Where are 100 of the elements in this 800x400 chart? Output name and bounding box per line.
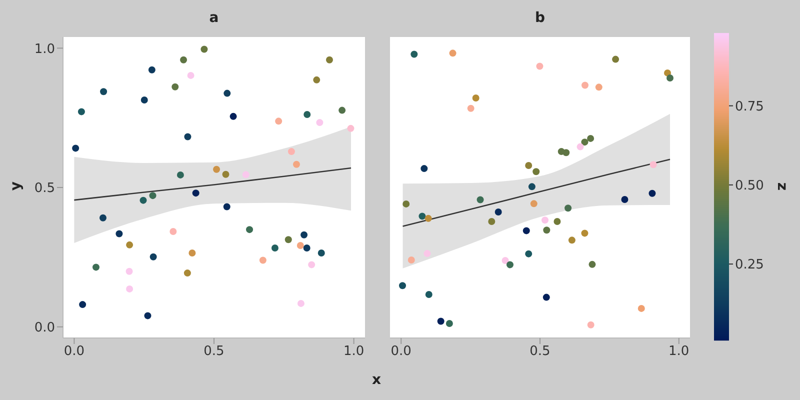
point — [588, 260, 596, 268]
point — [100, 88, 108, 96]
color-bar-label: 0.50 — [735, 178, 764, 194]
point — [424, 250, 431, 258]
point — [187, 72, 194, 79]
x-tick-label: 0.5 — [530, 344, 550, 360]
point — [502, 257, 509, 264]
point — [425, 291, 432, 298]
point — [303, 244, 310, 252]
point — [297, 300, 304, 307]
point — [650, 161, 657, 168]
point — [494, 208, 502, 216]
point — [522, 227, 530, 234]
point — [230, 112, 237, 120]
point — [449, 50, 456, 57]
point — [78, 108, 85, 116]
point — [542, 216, 548, 224]
point — [172, 83, 179, 90]
x-tick-label: 0.0 — [64, 344, 85, 360]
point — [446, 320, 453, 328]
point — [402, 200, 410, 208]
point — [437, 318, 444, 325]
point — [288, 148, 295, 156]
point — [582, 82, 588, 89]
color-bar-title: z — [774, 182, 790, 191]
point — [612, 56, 620, 63]
point — [180, 56, 188, 64]
point — [408, 256, 415, 264]
color-bar-label: 0.75 — [735, 99, 764, 114]
point — [410, 50, 418, 58]
chart-title: a — [208, 10, 220, 26]
y-axis-title: y — [8, 180, 24, 193]
point — [149, 192, 156, 200]
point — [587, 321, 594, 328]
y-tick-label: 1.0 — [34, 42, 55, 57]
point — [222, 170, 230, 178]
point — [242, 171, 250, 178]
point — [192, 190, 200, 197]
point — [313, 76, 320, 84]
point — [126, 241, 134, 248]
point — [126, 285, 134, 292]
point — [271, 244, 278, 252]
point — [148, 66, 156, 74]
point — [170, 228, 177, 236]
point — [467, 104, 474, 112]
point — [576, 143, 584, 150]
y-tick-label: 0.5 — [34, 181, 55, 196]
point — [259, 256, 266, 264]
point — [587, 134, 594, 142]
point — [223, 203, 230, 210]
point — [564, 204, 572, 212]
point — [140, 96, 148, 104]
point — [296, 242, 304, 249]
point — [542, 294, 550, 301]
point — [562, 149, 570, 156]
x-tick-label: 0.0 — [390, 344, 412, 360]
y-tick-label: 0.0 — [34, 320, 55, 336]
x-tick-label: 1.0 — [343, 344, 364, 360]
point — [284, 236, 292, 244]
point — [213, 166, 220, 173]
point — [316, 119, 324, 126]
point — [292, 160, 300, 168]
point — [528, 183, 536, 190]
point — [424, 214, 432, 222]
point — [554, 218, 561, 225]
point — [318, 249, 325, 256]
point — [150, 253, 157, 260]
point — [525, 162, 532, 169]
point — [246, 226, 254, 234]
point — [275, 118, 282, 125]
point — [666, 74, 674, 82]
point — [347, 124, 354, 132]
point — [300, 231, 308, 238]
point — [79, 301, 86, 308]
point — [568, 236, 576, 244]
x-tick-label: 1.0 — [668, 344, 690, 360]
point — [116, 230, 123, 238]
point — [532, 168, 540, 176]
point — [184, 270, 191, 277]
point — [338, 106, 346, 114]
point — [595, 84, 602, 91]
x-tick-label: 0.5 — [204, 344, 224, 360]
point — [176, 171, 184, 178]
point — [638, 304, 645, 312]
chart-title: b — [534, 10, 546, 26]
point — [188, 249, 196, 256]
point — [472, 94, 480, 102]
point — [418, 212, 426, 220]
point — [621, 196, 628, 203]
x-axis-title: x — [370, 372, 382, 388]
point — [488, 218, 496, 225]
point — [224, 90, 231, 97]
point — [530, 200, 538, 208]
point — [536, 62, 544, 70]
point — [92, 264, 100, 271]
point — [200, 46, 208, 53]
point — [476, 196, 484, 204]
point — [126, 268, 133, 275]
point — [308, 261, 316, 268]
point — [399, 282, 406, 290]
